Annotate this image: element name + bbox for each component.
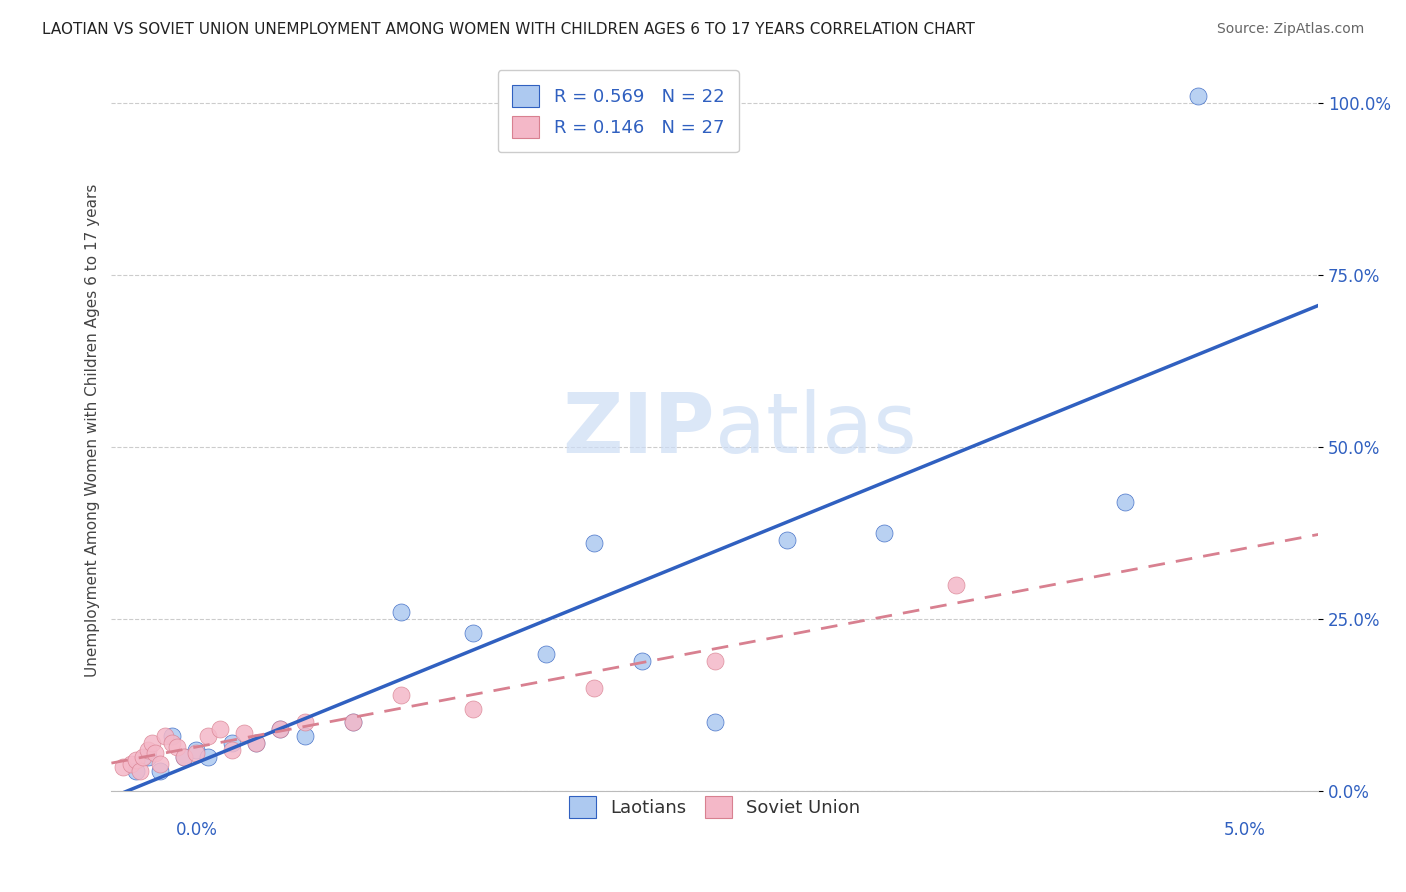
Point — [197, 729, 219, 743]
Point — [160, 736, 183, 750]
Point — [1187, 89, 1209, 103]
Point — [143, 747, 166, 761]
Legend: Laotians, Soviet Union: Laotians, Soviet Union — [562, 789, 868, 826]
Point — [1114, 495, 1136, 509]
Point — [583, 536, 606, 550]
Point — [153, 729, 176, 743]
Point — [233, 726, 256, 740]
Point — [129, 764, 152, 778]
Point — [389, 688, 412, 702]
Text: 0.0%: 0.0% — [176, 821, 218, 838]
Point — [534, 647, 557, 661]
Point — [149, 756, 172, 771]
Point — [221, 743, 243, 757]
Point — [184, 747, 207, 761]
Point — [141, 736, 163, 750]
Point — [160, 729, 183, 743]
Point — [184, 743, 207, 757]
Point — [342, 715, 364, 730]
Point — [631, 653, 654, 667]
Point — [703, 715, 725, 730]
Point — [208, 723, 231, 737]
Text: ZIP: ZIP — [562, 390, 714, 470]
Point — [873, 526, 896, 541]
Point — [149, 764, 172, 778]
Point — [197, 750, 219, 764]
Point — [124, 753, 146, 767]
Point — [776, 533, 799, 547]
Y-axis label: Unemployment Among Women with Children Ages 6 to 17 years: Unemployment Among Women with Children A… — [86, 183, 100, 677]
Point — [703, 653, 725, 667]
Point — [166, 739, 188, 754]
Point — [245, 736, 267, 750]
Text: LAOTIAN VS SOVIET UNION UNEMPLOYMENT AMONG WOMEN WITH CHILDREN AGES 6 TO 17 YEAR: LAOTIAN VS SOVIET UNION UNEMPLOYMENT AMO… — [42, 22, 974, 37]
Point — [463, 626, 485, 640]
Text: Source: ZipAtlas.com: Source: ZipAtlas.com — [1216, 22, 1364, 37]
Point — [136, 743, 159, 757]
Point — [120, 756, 142, 771]
Point — [294, 715, 316, 730]
Point — [173, 750, 195, 764]
Point — [463, 702, 485, 716]
Point — [269, 723, 291, 737]
Point — [269, 723, 291, 737]
Point — [136, 750, 159, 764]
Point — [294, 729, 316, 743]
Point — [173, 750, 195, 764]
Point — [342, 715, 364, 730]
Point — [389, 605, 412, 619]
Text: atlas: atlas — [714, 390, 917, 470]
Point — [945, 578, 967, 592]
Text: 5.0%: 5.0% — [1223, 821, 1265, 838]
Point — [583, 681, 606, 695]
Point — [132, 750, 155, 764]
Point — [112, 760, 135, 774]
Point — [124, 764, 146, 778]
Point — [245, 736, 267, 750]
Point — [221, 736, 243, 750]
